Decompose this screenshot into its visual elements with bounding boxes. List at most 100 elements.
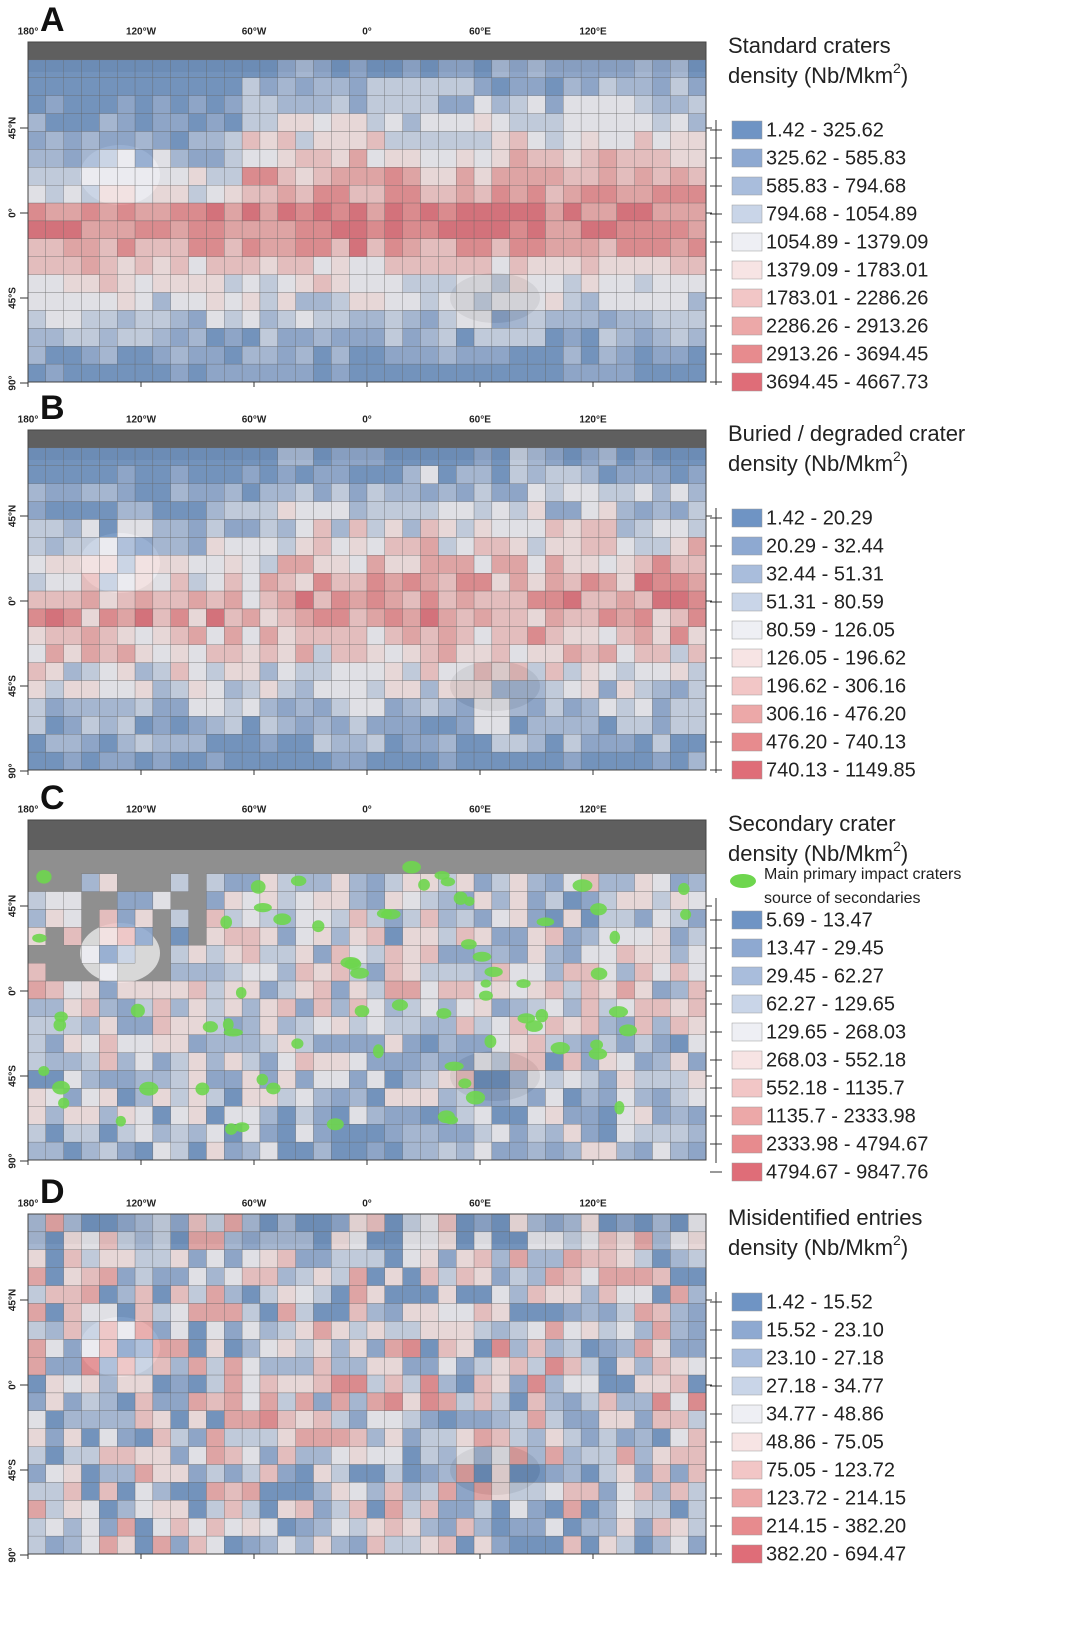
map-cell	[331, 77, 350, 96]
map-cell	[509, 1267, 528, 1286]
map-cell	[331, 891, 350, 910]
map-cell	[402, 1303, 421, 1322]
map-cell	[491, 909, 510, 928]
primary-crater	[234, 1122, 250, 1133]
map-cell	[63, 131, 82, 150]
map-cell	[580, 1249, 600, 1268]
map-cell	[384, 256, 403, 275]
map-cell	[295, 1482, 314, 1501]
map-cell	[152, 328, 171, 347]
map-cell	[152, 1374, 171, 1394]
map-cell	[117, 1374, 136, 1394]
primary-crater	[350, 967, 370, 979]
map-cell	[402, 1500, 421, 1519]
map-cell	[527, 945, 546, 964]
map-cell	[563, 980, 582, 1000]
map-cell	[652, 1339, 671, 1358]
map-cell	[313, 292, 332, 311]
map-cell	[241, 608, 261, 627]
map-cell	[313, 1464, 332, 1483]
lat-label: 45°S	[8, 1065, 19, 1087]
map-cell	[580, 1106, 600, 1125]
map-cell	[384, 501, 403, 520]
map-cell	[81, 167, 100, 186]
map-cell	[313, 1500, 332, 1519]
map-cell	[224, 1410, 243, 1429]
map-cell	[277, 698, 296, 717]
map-cell	[634, 1392, 653, 1411]
map-cell	[366, 1500, 385, 1519]
legend-swatch	[731, 938, 763, 958]
map-cell	[134, 519, 154, 538]
map-cell	[313, 945, 332, 964]
map-cell	[241, 1303, 261, 1322]
map-cell	[170, 113, 189, 132]
map-cell	[491, 626, 510, 645]
map-cell	[81, 998, 100, 1017]
map-cell	[652, 1285, 671, 1304]
map-cell	[634, 1141, 653, 1161]
map-cell	[188, 662, 207, 681]
map-cell	[152, 1428, 171, 1447]
map-cell	[206, 1500, 225, 1519]
map-cell	[688, 873, 707, 892]
map-cell	[688, 1052, 707, 1071]
map-cell	[134, 1231, 154, 1250]
map-cell	[438, 891, 457, 910]
map-cell	[117, 501, 136, 520]
map-cell	[206, 1428, 225, 1447]
map-cell	[170, 185, 189, 204]
map-cell	[99, 501, 118, 520]
legend-range: 13.47 - 29.45	[766, 937, 884, 959]
map-cell	[206, 1285, 225, 1304]
map-cell	[652, 1464, 671, 1483]
map-cell	[366, 1124, 385, 1143]
map-cell	[152, 149, 171, 168]
map-cell	[152, 680, 171, 699]
map-cell	[45, 1267, 64, 1286]
map-cell	[545, 1124, 564, 1143]
map-cell	[63, 256, 82, 275]
map-cell	[527, 1500, 546, 1519]
map-cell	[616, 274, 635, 293]
map-cell	[170, 310, 189, 329]
map-cell	[438, 1070, 457, 1089]
legend-swatch	[731, 536, 763, 556]
map-cell	[634, 555, 653, 574]
map-cell	[313, 680, 332, 699]
map-cell	[170, 1518, 189, 1537]
map-cell	[277, 891, 296, 910]
map-cell	[402, 1016, 421, 1035]
map-cell	[563, 734, 582, 753]
map-cell	[634, 1428, 653, 1447]
map-cell	[277, 537, 296, 556]
map-cell	[27, 998, 46, 1017]
map-cell	[188, 716, 207, 735]
map-cell	[295, 1249, 314, 1268]
map-cell	[670, 113, 689, 132]
map-cell	[45, 909, 64, 928]
map-cell	[598, 167, 617, 186]
legend-swatch	[731, 176, 763, 196]
map-cell	[349, 1500, 368, 1519]
map-cell	[241, 113, 261, 132]
map-cell	[598, 238, 617, 257]
map-cell	[259, 1249, 278, 1268]
map-cell	[170, 465, 189, 484]
map-cell	[241, 519, 261, 538]
map-cell	[580, 149, 600, 168]
map-cell	[170, 1106, 189, 1125]
map-cell	[259, 998, 278, 1017]
map-cell	[616, 680, 635, 699]
map-cell	[366, 963, 385, 982]
map-cell	[81, 501, 100, 520]
map-cell	[473, 1410, 493, 1429]
map-cell	[349, 1374, 368, 1394]
map-cell	[170, 662, 189, 681]
map-cell	[188, 1392, 207, 1411]
map-cell	[509, 1213, 528, 1233]
map-cell	[349, 1339, 368, 1358]
map-cell	[527, 1321, 546, 1340]
map-cell	[366, 113, 385, 132]
map-cell	[634, 519, 653, 538]
